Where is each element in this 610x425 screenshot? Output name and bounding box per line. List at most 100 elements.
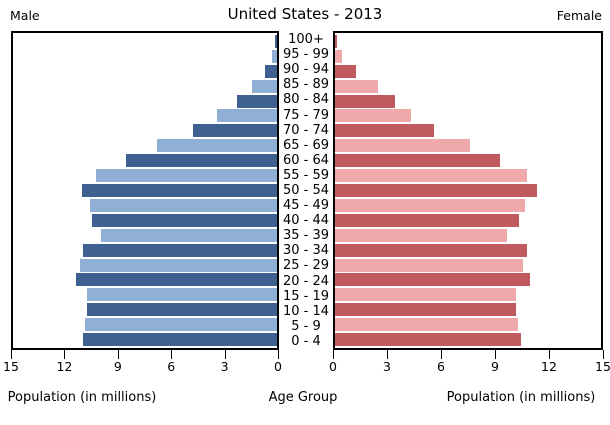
male-row-55-59 <box>13 168 277 183</box>
male-row-30-34 <box>13 243 277 258</box>
female-row-40-44 <box>335 213 601 228</box>
female-side-label: Female <box>556 8 602 23</box>
age-group-label: 0 - 4 <box>291 333 321 349</box>
male-row-0-4 <box>13 332 277 347</box>
age-group-label: 60 - 64 <box>282 152 330 168</box>
female-row-65-69 <box>335 138 601 153</box>
male-bar-100plus <box>275 34 277 48</box>
male-row-100plus <box>13 34 277 49</box>
male-axis-tick-label: 3 <box>220 359 229 374</box>
female-bar-100plus <box>335 34 337 48</box>
male-bar-70-74 <box>192 124 277 138</box>
female-axis-title: Population (in millions) <box>446 390 596 405</box>
male-axis-tick <box>278 350 279 359</box>
female-bar-80-84 <box>335 94 396 108</box>
male-row-80-84 <box>13 94 277 109</box>
male-axis-tick <box>64 350 66 359</box>
female-row-60-64 <box>335 153 601 168</box>
age-group-label: 85 - 89 <box>282 77 330 93</box>
age-group-label: 35 - 39 <box>282 228 330 244</box>
female-bar-65-69 <box>335 139 470 153</box>
female-bar-35-39 <box>335 228 507 242</box>
male-side-label: Male <box>10 8 40 23</box>
male-bar-95-99 <box>271 49 277 63</box>
female-row-90-94 <box>335 64 601 79</box>
female-bar-90-94 <box>335 64 357 78</box>
male-row-75-79 <box>13 109 277 124</box>
female-row-10-14 <box>335 302 601 317</box>
male-row-85-89 <box>13 79 277 94</box>
female-bar-25-29 <box>335 258 523 272</box>
age-group-label: 40 - 44 <box>282 213 330 229</box>
male-bar-20-24 <box>76 273 277 287</box>
male-row-90-94 <box>13 64 277 79</box>
male-axis-tick <box>171 350 173 359</box>
female-row-35-39 <box>335 228 601 243</box>
male-row-70-74 <box>13 123 277 138</box>
male-row-40-44 <box>13 213 277 228</box>
age-group-label: 50 - 54 <box>282 182 330 198</box>
female-bar-10-14 <box>335 303 516 317</box>
male-axis-tick-label: 9 <box>113 359 122 374</box>
male-row-20-24 <box>13 273 277 288</box>
male-axis-tick-label: 6 <box>167 359 176 374</box>
age-group-label: 70 - 74 <box>282 122 330 138</box>
female-axis-tick <box>387 350 388 359</box>
male-row-45-49 <box>13 198 277 213</box>
male-bar-75-79 <box>217 109 277 123</box>
male-bar-90-94 <box>264 64 277 78</box>
female-row-50-54 <box>335 183 601 198</box>
male-row-25-29 <box>13 258 277 273</box>
male-bar-10-14 <box>86 303 277 317</box>
female-row-55-59 <box>335 168 601 183</box>
female-row-20-24 <box>335 273 601 288</box>
age-group-label: 55 - 59 <box>282 167 330 183</box>
female-row-45-49 <box>335 198 601 213</box>
female-row-80-84 <box>335 94 601 109</box>
male-axis-tick-label: 0 <box>274 359 282 374</box>
male-bar-0-4 <box>83 333 277 347</box>
male-bar-55-59 <box>95 169 277 183</box>
female-row-0-4 <box>335 332 601 347</box>
male-row-5-9 <box>13 317 277 332</box>
male-bar-15-19 <box>86 288 277 302</box>
female-bar-20-24 <box>335 273 531 287</box>
female-axis-tick-label: 0 <box>329 359 337 374</box>
female-plot-area <box>333 31 603 350</box>
female-row-30-34 <box>335 243 601 258</box>
age-group-label: 5 - 9 <box>291 318 321 334</box>
female-bar-15-19 <box>335 288 516 302</box>
female-row-5-9 <box>335 317 601 332</box>
age-group-label: 30 - 34 <box>282 243 330 259</box>
male-row-95-99 <box>13 49 277 64</box>
male-axis-tick-label: 15 <box>3 359 19 374</box>
male-axis-title: Population (in millions) <box>7 390 157 405</box>
female-row-25-29 <box>335 258 601 273</box>
age-group-label: 20 - 24 <box>282 273 330 289</box>
male-row-60-64 <box>13 153 277 168</box>
male-bar-45-49 <box>90 198 277 212</box>
female-axis-tick <box>441 350 442 359</box>
female-axis-tick-label: 15 <box>595 359 610 374</box>
female-axis-tick-label: 12 <box>541 359 557 374</box>
female-bar-40-44 <box>335 213 520 227</box>
age-group-label: 65 - 69 <box>282 137 330 153</box>
female-axis-tick <box>495 350 496 359</box>
age-group-axis: 100+ 95 - 99 90 - 94 85 - 89 80 - 84 75 - 79 7… <box>279 31 333 350</box>
female-bar-85-89 <box>335 79 378 93</box>
female-bar-0-4 <box>335 333 522 347</box>
age-group-label: 10 - 14 <box>282 303 330 319</box>
age-group-label: 45 - 49 <box>282 198 330 214</box>
female-row-70-74 <box>335 123 601 138</box>
female-bar-75-79 <box>335 109 412 123</box>
female-row-95-99 <box>335 49 601 64</box>
female-bar-95-99 <box>335 49 343 63</box>
male-bar-35-39 <box>101 228 277 242</box>
female-row-85-89 <box>335 79 601 94</box>
age-group-label: 75 - 79 <box>282 107 330 123</box>
male-row-10-14 <box>13 302 277 317</box>
center-axis-title: Age Group <box>268 390 338 405</box>
female-bar-50-54 <box>335 184 538 198</box>
male-bar-65-69 <box>157 139 277 153</box>
male-bar-50-54 <box>81 184 277 198</box>
